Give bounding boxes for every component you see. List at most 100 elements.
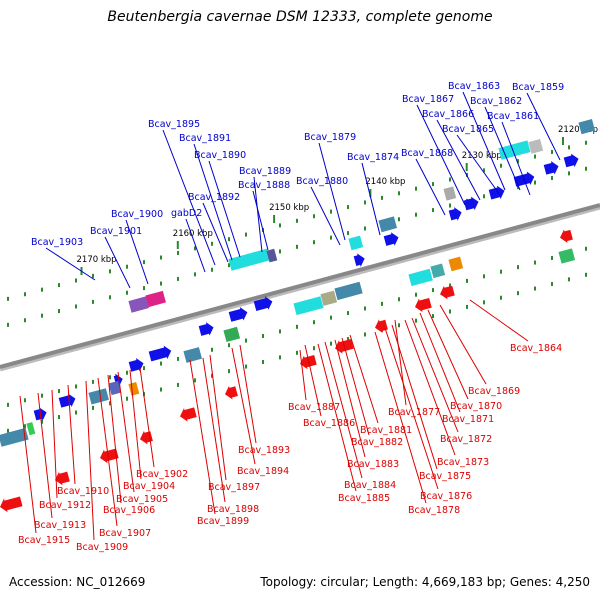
forward-gene: [543, 161, 559, 175]
feature-block: [228, 248, 271, 271]
feature-block: [348, 235, 364, 251]
gene-label-bottom: Bcav_1885: [338, 493, 390, 504]
gene-label-top: Bcav_1868: [401, 148, 453, 159]
page-title: Beutenbergia cavernae DSM 12333, complet…: [107, 9, 493, 25]
feature-block: [448, 256, 464, 272]
leader-line-bottom: [341, 337, 370, 436]
leader-line-bottom: [209, 354, 227, 481]
forward-gene: [383, 232, 399, 246]
forward-gene: [128, 358, 144, 372]
feature-block: [293, 296, 324, 316]
gene-label-bottom: Bcav_1872: [440, 434, 492, 445]
leader-line-bottom: [334, 339, 366, 458]
leader-line-bottom: [51, 389, 58, 499]
feature-block: [223, 326, 241, 343]
leader-line-top: [252, 190, 269, 251]
leader-line-bottom: [384, 327, 439, 490]
leader-line-top: [318, 142, 346, 241]
gene-label-top: Bcav_1891: [179, 133, 231, 144]
leader-line-bottom: [299, 349, 307, 401]
feature-block: [528, 138, 544, 154]
gene-label-bottom: Bcav_1910: [57, 486, 109, 497]
gene-label-top: Bcav_1889: [239, 166, 291, 177]
feature-block: [128, 296, 149, 313]
feature-block: [430, 263, 446, 279]
reverse-gene: [440, 285, 455, 300]
gene-label-bottom: Bcav_1913: [34, 520, 86, 531]
gene-label-top: Bcav_1879: [304, 132, 356, 143]
gene-label-top: Bcav_1866: [422, 109, 474, 120]
leader-line-top: [104, 236, 131, 289]
gene-label-top: Bcav_1859: [512, 82, 564, 93]
gene-label-bottom: Bcav_1906: [103, 505, 155, 516]
gene-label-bottom: Bcav_1869: [468, 386, 520, 397]
gene-label-bottom: Bcav_1877: [388, 407, 440, 418]
gene-label-top: Bcav_1892: [188, 192, 240, 203]
gene-label-bottom: Bcav_1883: [347, 459, 399, 470]
forward-gene: [448, 207, 462, 221]
leader-line-bottom: [107, 374, 122, 504]
gene-label-bottom: Bcav_1904: [123, 481, 175, 492]
leader-line-top: [526, 92, 561, 161]
leader-line-bottom: [394, 319, 407, 406]
gene-label-bottom: Bcav_1886: [303, 418, 355, 429]
feature-block: [108, 380, 122, 396]
leader-line-bottom: [37, 392, 53, 519]
forward-gene: [148, 345, 172, 362]
forward-gene: [253, 296, 273, 311]
forward-gene: [353, 253, 365, 267]
gene-label-bottom: Bcav_1887: [288, 402, 340, 413]
leader-line-top: [484, 106, 521, 191]
gene-label-top: Bcav_1880: [296, 176, 348, 187]
leader-line-bottom: [391, 324, 438, 470]
gene-label-bottom: Bcav_1878: [408, 505, 460, 516]
leader-line-top: [501, 121, 531, 196]
leader-line-top: [185, 218, 206, 273]
feature-block: [558, 248, 576, 264]
gene-label-bottom: Bcav_1870: [450, 401, 502, 412]
leader-line-bottom: [117, 371, 135, 493]
leader-line-bottom: [239, 344, 257, 444]
leader-line-bottom: [349, 334, 379, 424]
gene-label-bottom: Bcav_1884: [344, 480, 396, 491]
gene-label-bottom: Bcav_1905: [116, 494, 168, 505]
leader-line-bottom: [419, 312, 461, 413]
feature-block: [266, 248, 278, 263]
leader-line-top: [415, 158, 446, 216]
feature-block: [320, 290, 338, 306]
reverse-gene: [375, 319, 388, 333]
gene-label-top: Bcav_1862: [470, 96, 522, 107]
leader-line-bottom: [202, 357, 226, 503]
reverse-gene: [225, 385, 238, 400]
leader-line-bottom: [469, 299, 529, 342]
reverse-gene: [560, 229, 573, 243]
forward-gene: [463, 196, 479, 211]
forward-gene: [228, 307, 248, 322]
gene-label-bottom: Bcav_1881: [360, 425, 412, 436]
leader-line-top: [456, 134, 501, 196]
gene-label-bottom: Bcav_1912: [39, 500, 91, 511]
gene-label-top: Bcav_1861: [487, 111, 539, 122]
gene-label-bottom: Bcav_1882: [351, 437, 403, 448]
leader-line-top: [125, 219, 149, 285]
gene-label-bottom: Bcav_1915: [18, 535, 70, 546]
gene-label-top: Bcav_1874: [347, 152, 399, 163]
feature-block: [498, 140, 531, 160]
forward-gene: [563, 153, 579, 168]
gene-label-top: Bcav_1900: [111, 209, 163, 220]
gene-label-top: gabD2: [171, 208, 202, 219]
leader-line-bottom: [439, 304, 487, 385]
feature-block: [334, 281, 363, 301]
feature-block: [145, 290, 166, 308]
leader-line-top: [253, 176, 263, 253]
leader-line-bottom: [304, 344, 322, 417]
gene-label-top: Bcav_1863: [448, 81, 500, 92]
tick-label: 2150 kbp: [269, 203, 309, 213]
feature-block: [128, 382, 140, 396]
reverse-gene: [55, 471, 70, 486]
gene-label-bottom: Bcav_1894: [237, 466, 289, 477]
leader-line-top: [202, 202, 229, 263]
leader-line-bottom: [231, 347, 256, 465]
leader-line-top: [193, 143, 233, 261]
